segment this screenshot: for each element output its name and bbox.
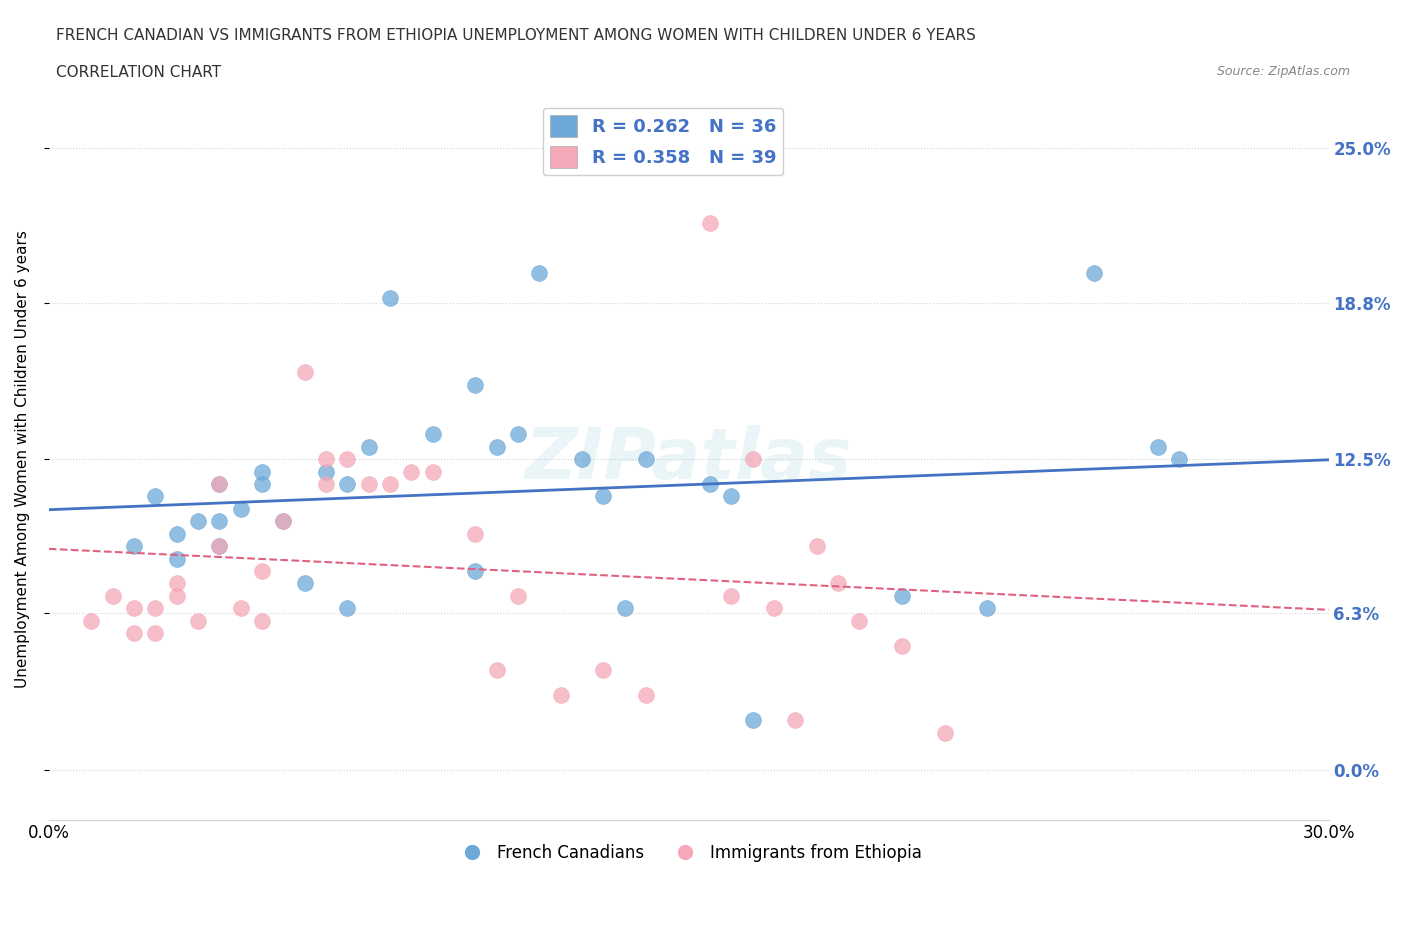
Point — [806, 538, 828, 553]
Point — [464, 564, 486, 578]
Point — [592, 489, 614, 504]
Legend: French Canadians, Immigrants from Ethiopia: French Canadians, Immigrants from Ethiop… — [449, 838, 929, 869]
Text: FRENCH CANADIAN VS IMMIGRANTS FROM ETHIOPIA UNEMPLOYMENT AMONG WOMEN WITH CHILDR: FRENCH CANADIAN VS IMMIGRANTS FROM ETHIO… — [56, 28, 976, 43]
Text: ZIPatlas: ZIPatlas — [524, 425, 852, 494]
Point — [273, 513, 295, 528]
Point — [315, 464, 337, 479]
Point — [250, 476, 273, 491]
Point — [529, 265, 551, 280]
Point — [634, 452, 657, 467]
Point — [699, 216, 721, 231]
Point — [357, 476, 380, 491]
Point — [229, 601, 252, 616]
Point — [422, 427, 444, 442]
Point — [145, 626, 167, 641]
Point — [229, 501, 252, 516]
Point — [720, 589, 742, 604]
Point — [571, 452, 593, 467]
Point — [80, 613, 103, 628]
Point — [1168, 452, 1191, 467]
Point — [422, 464, 444, 479]
Point — [208, 476, 231, 491]
Point — [934, 725, 956, 740]
Point — [336, 601, 359, 616]
Point — [848, 613, 870, 628]
Point — [634, 688, 657, 703]
Point — [315, 476, 337, 491]
Point — [208, 513, 231, 528]
Point — [378, 290, 401, 305]
Point — [145, 601, 167, 616]
Point — [592, 663, 614, 678]
Point — [613, 601, 636, 616]
Point — [699, 476, 721, 491]
Point — [762, 601, 785, 616]
Point — [187, 613, 209, 628]
Point — [401, 464, 423, 479]
Point — [122, 626, 145, 641]
Text: CORRELATION CHART: CORRELATION CHART — [56, 65, 221, 80]
Point — [187, 513, 209, 528]
Point — [294, 365, 316, 379]
Point — [166, 551, 188, 566]
Point — [464, 377, 486, 392]
Point — [506, 427, 529, 442]
Point — [336, 452, 359, 467]
Y-axis label: Unemployment Among Women with Children Under 6 years: Unemployment Among Women with Children U… — [15, 231, 30, 688]
Point — [720, 489, 742, 504]
Point — [378, 476, 401, 491]
Text: Source: ZipAtlas.com: Source: ZipAtlas.com — [1216, 65, 1350, 78]
Point — [464, 526, 486, 541]
Point — [166, 576, 188, 591]
Point — [336, 476, 359, 491]
Point — [208, 538, 231, 553]
Point — [1147, 439, 1170, 454]
Point — [166, 526, 188, 541]
Point — [827, 576, 849, 591]
Point — [976, 601, 998, 616]
Point — [208, 476, 231, 491]
Point — [145, 489, 167, 504]
Point — [550, 688, 572, 703]
Point — [506, 589, 529, 604]
Point — [122, 538, 145, 553]
Point — [250, 564, 273, 578]
Point — [890, 589, 912, 604]
Point — [741, 452, 763, 467]
Point — [122, 601, 145, 616]
Point — [485, 663, 508, 678]
Point — [785, 712, 807, 727]
Point — [315, 452, 337, 467]
Point — [166, 589, 188, 604]
Point — [101, 589, 124, 604]
Point — [250, 613, 273, 628]
Point — [890, 638, 912, 653]
Point — [208, 538, 231, 553]
Point — [741, 712, 763, 727]
Point — [1083, 265, 1105, 280]
Point — [273, 513, 295, 528]
Point — [485, 439, 508, 454]
Point — [294, 576, 316, 591]
Point — [250, 464, 273, 479]
Point — [357, 439, 380, 454]
